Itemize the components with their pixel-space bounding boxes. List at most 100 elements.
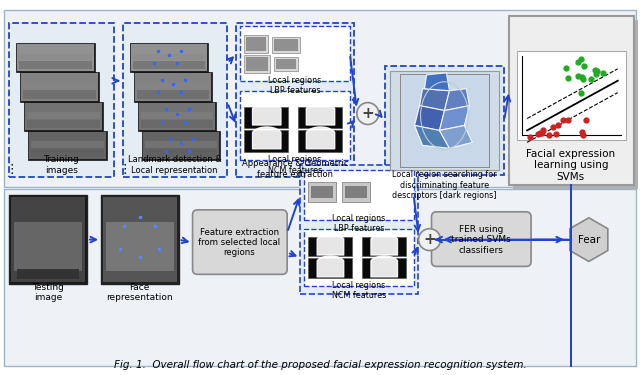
Bar bbox=[276, 59, 296, 69]
Polygon shape bbox=[440, 126, 472, 148]
Bar bbox=[21, 74, 98, 100]
Bar bbox=[244, 106, 288, 129]
Bar bbox=[308, 258, 352, 278]
Bar bbox=[311, 186, 333, 198]
Text: Fear: Fear bbox=[578, 235, 600, 244]
Bar bbox=[17, 43, 95, 72]
Bar bbox=[385, 66, 504, 175]
Bar bbox=[28, 120, 100, 128]
Bar bbox=[103, 197, 177, 282]
Polygon shape bbox=[570, 218, 608, 261]
Bar bbox=[19, 61, 92, 69]
Bar bbox=[246, 57, 268, 71]
Text: +: + bbox=[362, 106, 374, 121]
Bar bbox=[241, 26, 350, 81]
Text: +: + bbox=[423, 232, 436, 247]
Text: ⋮: ⋮ bbox=[118, 163, 131, 176]
Text: ⋮: ⋮ bbox=[5, 163, 17, 176]
Bar bbox=[145, 141, 218, 148]
Bar bbox=[244, 55, 270, 73]
Text: Facial expression
learning using
SVMs: Facial expression learning using SVMs bbox=[526, 148, 616, 182]
Bar bbox=[17, 44, 94, 71]
Bar bbox=[24, 102, 103, 131]
Bar bbox=[12, 197, 85, 282]
Bar bbox=[298, 106, 342, 129]
Text: Face
representation: Face representation bbox=[106, 282, 173, 302]
Bar bbox=[304, 170, 413, 220]
Text: Appearance & Geometric
feature extraction: Appearance & Geometric feature extractio… bbox=[242, 159, 348, 179]
Bar bbox=[308, 237, 352, 256]
Bar bbox=[143, 132, 220, 159]
Bar bbox=[123, 23, 227, 177]
Bar bbox=[141, 112, 214, 119]
Circle shape bbox=[357, 103, 379, 125]
Bar bbox=[17, 268, 79, 279]
Bar bbox=[134, 72, 212, 102]
Bar bbox=[342, 182, 370, 202]
Bar bbox=[133, 54, 205, 60]
Bar bbox=[131, 44, 207, 71]
Bar bbox=[135, 74, 211, 100]
Circle shape bbox=[419, 229, 440, 251]
Text: FER using
trained SVMs
classifiers: FER using trained SVMs classifiers bbox=[451, 225, 511, 255]
Bar bbox=[19, 54, 92, 60]
Bar bbox=[345, 186, 367, 198]
Polygon shape bbox=[424, 73, 449, 91]
FancyBboxPatch shape bbox=[193, 210, 287, 274]
Text: Fig. 1.  Overall flow chart of the proposed facial expression recognition system: Fig. 1. Overall flow chart of the propos… bbox=[114, 360, 526, 370]
Bar bbox=[513, 20, 637, 189]
Text: Feature extraction
from selected local
regions: Feature extraction from selected local r… bbox=[198, 228, 280, 258]
Bar bbox=[23, 90, 96, 99]
Bar bbox=[28, 112, 100, 119]
Text: Training
images: Training images bbox=[44, 156, 79, 175]
Bar bbox=[29, 132, 106, 159]
Bar bbox=[274, 39, 298, 51]
Bar bbox=[272, 37, 300, 53]
Bar bbox=[390, 71, 499, 170]
Bar bbox=[10, 23, 114, 177]
Bar bbox=[300, 165, 417, 294]
Bar bbox=[10, 195, 87, 284]
Bar bbox=[362, 258, 406, 278]
Bar bbox=[31, 141, 104, 148]
Bar bbox=[101, 195, 179, 284]
Bar bbox=[23, 83, 96, 90]
Text: Local regions
LBP features: Local regions LBP features bbox=[332, 214, 385, 233]
Bar bbox=[246, 37, 266, 51]
Text: Landmark detection &
Local representation: Landmark detection & Local representatio… bbox=[128, 156, 221, 175]
Bar bbox=[241, 91, 350, 160]
Bar bbox=[20, 72, 99, 102]
Polygon shape bbox=[444, 89, 469, 111]
Bar bbox=[4, 10, 636, 187]
Bar bbox=[274, 57, 298, 71]
Polygon shape bbox=[420, 89, 449, 111]
Bar bbox=[399, 74, 489, 167]
Bar bbox=[31, 149, 104, 157]
Bar bbox=[304, 229, 413, 286]
Text: Local regions
NCM features: Local regions NCM features bbox=[268, 156, 322, 175]
Bar bbox=[138, 102, 216, 131]
Bar bbox=[141, 120, 214, 128]
Bar bbox=[298, 130, 342, 152]
Text: Local region searching for
discriminating feature
descriptors [dark regions]: Local region searching for discriminatin… bbox=[392, 170, 497, 200]
Bar bbox=[133, 61, 205, 69]
Polygon shape bbox=[415, 106, 444, 130]
Bar bbox=[236, 23, 354, 177]
Bar bbox=[137, 90, 209, 99]
Polygon shape bbox=[415, 126, 449, 148]
Bar bbox=[517, 51, 626, 140]
Bar bbox=[142, 131, 220, 160]
Bar bbox=[26, 103, 102, 130]
Polygon shape bbox=[440, 106, 469, 130]
Bar bbox=[145, 149, 218, 157]
Bar bbox=[28, 131, 107, 160]
Text: Local regions
NCM features: Local regions NCM features bbox=[332, 280, 386, 300]
Bar bbox=[4, 189, 636, 366]
Bar bbox=[137, 83, 209, 90]
Bar bbox=[244, 35, 268, 53]
Bar bbox=[308, 182, 336, 202]
Bar bbox=[509, 16, 634, 185]
Bar bbox=[244, 130, 288, 152]
Text: Local regions
LBP features: Local regions LBP features bbox=[269, 76, 322, 96]
Bar bbox=[106, 222, 173, 271]
